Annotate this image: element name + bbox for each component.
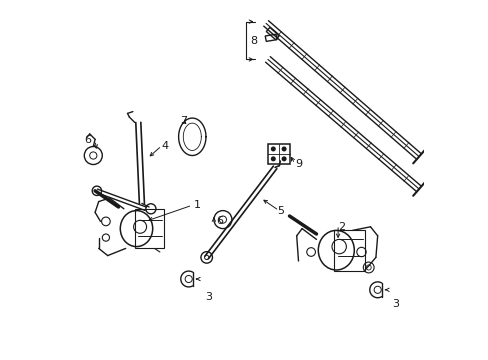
Bar [334, 230, 365, 271]
Text: 9: 9 [294, 159, 302, 169]
Bar [266, 27, 279, 40]
Text: 6: 6 [215, 216, 223, 226]
Circle shape [282, 147, 285, 151]
Circle shape [271, 147, 275, 151]
Text: 4: 4 [162, 141, 168, 151]
Text: 8: 8 [249, 36, 257, 46]
Text: 2: 2 [337, 222, 345, 232]
Text: 5: 5 [276, 206, 284, 216]
Text: 1: 1 [194, 200, 201, 210]
Bar [267, 144, 289, 164]
Circle shape [282, 157, 285, 161]
Circle shape [271, 157, 275, 161]
Text: 7: 7 [180, 116, 186, 126]
Text: 3: 3 [391, 299, 398, 309]
Text: 3: 3 [204, 292, 212, 302]
Bar [134, 209, 163, 248]
Text: 6: 6 [84, 135, 91, 145]
